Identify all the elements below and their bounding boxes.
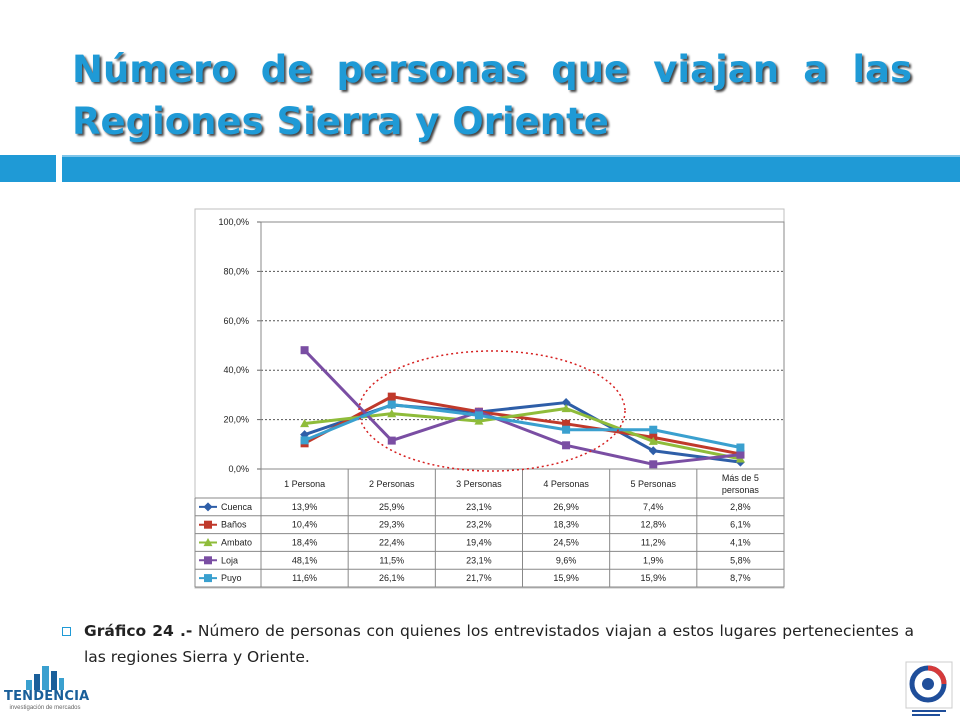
data-point-triangle [648, 436, 658, 445]
table-value-cell: 1,9% [643, 555, 664, 565]
series-line-loja [303, 349, 741, 466]
data-point-square [562, 425, 571, 434]
table-value-cell: 5,8% [730, 555, 751, 565]
x-category-label: 1 Persona [284, 479, 325, 489]
data-point-square [649, 460, 658, 469]
data-point-square [474, 411, 483, 420]
x-category-label: personas [722, 485, 760, 495]
table-value-cell: 6,1% [730, 520, 751, 530]
x-category-label: 3 Personas [456, 479, 502, 489]
legend-entry: Cuenca [221, 502, 252, 512]
data-point-triangle [203, 538, 213, 547]
table-value-cell: 4,1% [730, 538, 751, 548]
table-value-cell: 26,9% [553, 502, 579, 512]
legend-entry: Loja [221, 555, 238, 565]
x-category-label: 4 Personas [543, 479, 589, 489]
data-point-square [562, 419, 571, 428]
x-category-label: 5 Personas [630, 479, 676, 489]
table-value-cell: 23,2% [466, 520, 492, 530]
data-point-square [387, 392, 396, 401]
data-point-square [204, 556, 212, 565]
data-point-triangle [474, 416, 484, 425]
table-value-cell: 23,1% [466, 502, 492, 512]
table-value-cell: 7,4% [643, 502, 664, 512]
data-point-square [736, 450, 745, 459]
caption-label: Gráfico 24 .- [84, 622, 193, 640]
table-value-cell: 11,6% [292, 573, 317, 583]
data-point-square [204, 574, 212, 583]
data-point-triangle [300, 419, 310, 428]
table-value-cell: 8,7% [730, 573, 751, 583]
table-value-cell: 29,3% [379, 520, 405, 530]
highlight-ellipse [358, 350, 626, 472]
y-tick-label: 80,0% [223, 266, 249, 276]
logo-wordmark: TENDENCIA [4, 689, 90, 704]
data-point-diamond [203, 502, 213, 512]
header-bar-highlight [62, 155, 960, 157]
series-line-ambato [304, 406, 741, 461]
table-value-cell: 48,1% [292, 555, 318, 565]
data-point-triangle [561, 403, 571, 413]
data-point-square [204, 520, 212, 529]
data-point-diamond [561, 398, 571, 408]
table-value-cell: 21,7% [466, 573, 492, 583]
tendencia-logo: TENDENCIA investigación de mercados [4, 662, 90, 718]
x-category-label: Más de 5 [722, 473, 759, 483]
y-tick-label: 100,0% [218, 217, 249, 227]
table-value-cell: 22,4% [379, 538, 405, 548]
y-tick-label: 60,0% [223, 316, 249, 326]
y-tick-label: 40,0% [223, 365, 249, 375]
table-value-cell: 26,1% [379, 573, 405, 583]
data-point-square [736, 443, 745, 452]
y-tick-label: 20,0% [223, 415, 249, 425]
table-value-cell: 9,6% [556, 555, 577, 565]
table-value-cell: 15,9% [640, 573, 666, 583]
table-value-cell: 25,9% [379, 502, 405, 512]
chart-area [194, 208, 785, 589]
logo-tagline: investigación de mercados [9, 705, 81, 711]
data-point-square [300, 346, 309, 355]
table-value-cell: 12,8% [640, 520, 666, 530]
series-line-puyo [304, 403, 741, 449]
header-bar [62, 155, 960, 182]
legend-entry: Puyo [221, 573, 242, 583]
city-skyline-icon [26, 666, 64, 690]
table-value-cell: 18,3% [553, 520, 579, 530]
data-point-triangle [387, 409, 397, 418]
chart-caption: Gráfico 24 .- Número de personas con qui… [62, 618, 914, 670]
data-point-square [562, 441, 571, 450]
table-value-cell: 24,5% [553, 538, 579, 548]
caption-text: Número de personas con quienes los entre… [84, 622, 914, 666]
table-value-cell: 11,5% [379, 555, 404, 565]
table-value-cell: 10,4% [292, 520, 318, 530]
y-tick-label: 0,0% [228, 464, 249, 474]
x-category-label: 2 Personas [369, 479, 415, 489]
data-point-square [300, 436, 309, 445]
table-value-cell: 15,9% [553, 573, 579, 583]
quito-emblem-icon [905, 661, 953, 716]
data-point-square [649, 425, 658, 434]
slide-title: Número de personas que viajan a las Regi… [72, 48, 912, 143]
table-value-cell: 23,1% [466, 555, 492, 565]
data-point-square [387, 400, 396, 409]
square-bullet-icon [62, 627, 71, 636]
table-value-cell: 11,2% [641, 538, 666, 548]
legend-entry: Baños [221, 520, 247, 530]
table-value-cell: 13,9% [292, 502, 318, 512]
legend-entry: Ambato [221, 538, 252, 548]
quito-turismo-logo [904, 660, 954, 718]
table-value-cell: 2,8% [730, 502, 751, 512]
header-bar-left [0, 155, 56, 182]
table-value-cell: 18,4% [292, 538, 318, 548]
data-point-diamond [648, 446, 658, 456]
series-line-baos [303, 395, 741, 456]
table-value-cell: 19,4% [466, 538, 492, 548]
data-point-square [387, 436, 396, 445]
